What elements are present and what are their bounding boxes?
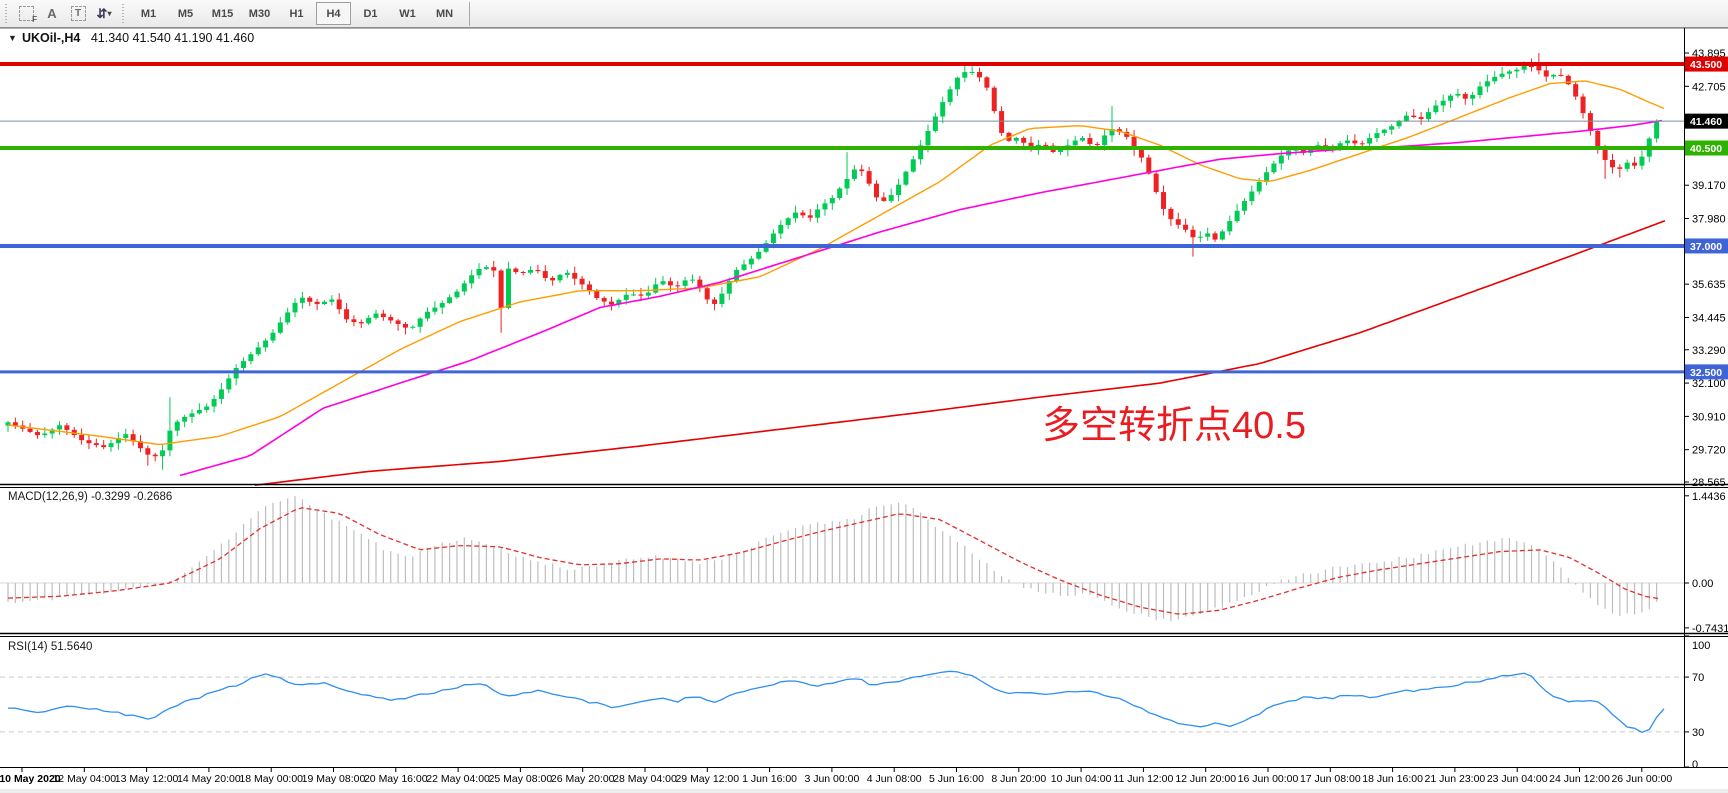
price-tick-label: 37.980 bbox=[1692, 214, 1726, 226]
rsi-axis-label: 30 bbox=[1692, 727, 1704, 739]
date-tick-label: 22 May 04:00 bbox=[426, 773, 490, 785]
date-tick-label: 12 Jun 20:00 bbox=[1175, 773, 1236, 785]
date-tick-label: 3 Jun 00:00 bbox=[804, 773, 859, 785]
price-badge-43.500 bbox=[1685, 56, 1728, 72]
price-tick-label: 34.445 bbox=[1692, 312, 1726, 324]
price-tick-label: 33.290 bbox=[1692, 345, 1726, 357]
date-tick-label: 26 Jun 00:00 bbox=[1611, 773, 1672, 785]
date-tick-label: 10 May 2020 bbox=[0, 773, 61, 785]
date-tick-label: 1 Jun 16:00 bbox=[742, 773, 797, 785]
macd-signal-line bbox=[7, 507, 1661, 615]
date-tick-label: 29 May 12:00 bbox=[675, 773, 739, 785]
date-tick-label: 12 May 04:00 bbox=[52, 773, 116, 785]
rsi-axis-label: 100 bbox=[1692, 640, 1710, 652]
toolbar-drag-grip[interactable] bbox=[3, 3, 10, 24]
date-tick-label: 13 May 12:00 bbox=[115, 773, 179, 785]
date-tick-label: 17 Jun 08:00 bbox=[1300, 773, 1361, 785]
price-tick-label: 30.910 bbox=[1692, 411, 1726, 423]
date-tick-label: 10 Jun 04:00 bbox=[1051, 773, 1112, 785]
chart-header: UKOil-,H4 41.340 41.540 41.190 41.460 bbox=[22, 31, 254, 45]
price-tick-label: 32.100 bbox=[1692, 378, 1726, 390]
date-tick-label: 19 May 08:00 bbox=[302, 773, 366, 785]
date-tick-label: 8 Jun 20:00 bbox=[991, 773, 1046, 785]
price-badge-41.460 bbox=[1685, 113, 1728, 129]
fractals-dashed-box-icon[interactable]: F bbox=[13, 3, 39, 25]
icon-letter: F bbox=[32, 14, 37, 24]
date-tick-label: 11 Jun 12:00 bbox=[1113, 773, 1173, 785]
price-tick-label: 29.720 bbox=[1692, 445, 1726, 457]
date-tick-label: 21 Jun 23:00 bbox=[1425, 773, 1486, 785]
date-tick-label: 20 May 16:00 bbox=[364, 773, 428, 785]
axes-layer: 43.89542.70539.17037.98035.63534.44533.2… bbox=[0, 27, 1728, 793]
date-tick-label: 25 May 08:00 bbox=[489, 773, 553, 785]
macd-axis-label: -0.7431 bbox=[1692, 623, 1728, 635]
date-tick-label: 5 Jun 16:00 bbox=[929, 773, 984, 785]
date-tick-label: 28 May 04:00 bbox=[613, 773, 677, 785]
symbol-period-label: UKOil-,H4 bbox=[22, 31, 80, 45]
timeframe-button-h4[interactable]: H4 bbox=[316, 2, 351, 25]
date-tick-label: 26 May 20:00 bbox=[551, 773, 615, 785]
price-badge-text: 43.500 bbox=[1690, 59, 1722, 71]
date-tick-label: 16 Jun 00:00 bbox=[1238, 773, 1299, 785]
price-badge-text: 40.500 bbox=[1690, 143, 1722, 155]
price-tick-label: 42.705 bbox=[1692, 81, 1726, 93]
collapse-triangle-icon[interactable]: ▼ bbox=[8, 33, 17, 43]
price-badge-text: 32.500 bbox=[1690, 367, 1722, 379]
dropdown-caret-icon[interactable]: ▾ bbox=[107, 9, 112, 18]
candles-layer bbox=[5, 53, 1660, 470]
price-badge-37.000 bbox=[1685, 238, 1728, 254]
timeframe-button-m30[interactable]: M30 bbox=[248, 7, 271, 20]
timeframe-button-w1[interactable]: W1 bbox=[399, 7, 416, 20]
toolbar-separator bbox=[469, 1, 470, 26]
timeframe-button-m15[interactable]: M15 bbox=[211, 7, 234, 20]
macd-panel bbox=[0, 496, 1684, 622]
macd-axis-label: 0.00 bbox=[1692, 578, 1713, 590]
date-tick-label: 14 May 20:00 bbox=[177, 773, 241, 785]
rsi-axis-label: 0 bbox=[1692, 759, 1698, 771]
text-label-icon[interactable]: T bbox=[65, 3, 91, 25]
date-tick-label: 18 Jun 16:00 bbox=[1362, 773, 1423, 785]
timeframe-button-mn[interactable]: MN bbox=[435, 7, 454, 20]
timeframe-button-h1[interactable]: H1 bbox=[289, 7, 304, 20]
timeframe-button-d1[interactable]: D1 bbox=[363, 7, 378, 20]
price-tick-label: 28.565 bbox=[1692, 477, 1726, 489]
arrows-tool-icon[interactable]: ⇵ ▾ bbox=[96, 5, 112, 21]
chinese-annotation-text: 多空转折点40.5 bbox=[1042, 405, 1306, 447]
rsi-panel bbox=[0, 670, 1684, 734]
dashed-box-shape bbox=[18, 6, 34, 21]
date-tick-label: 18 May 00:00 bbox=[239, 773, 303, 785]
macd-axis-label: 1.4436 bbox=[1692, 491, 1726, 503]
date-tick-label: 23 Jun 04:00 bbox=[1487, 773, 1548, 785]
price-badge-text: 41.460 bbox=[1690, 116, 1722, 128]
text-insert-icon[interactable]: A bbox=[47, 6, 57, 21]
ohlc-values: 41.340 41.540 41.190 41.460 bbox=[91, 31, 254, 45]
price-badge-32.500 bbox=[1685, 364, 1728, 380]
timeframe-button-m5[interactable]: M5 bbox=[177, 7, 194, 20]
timeframe-toolbar-grip[interactable] bbox=[120, 3, 127, 24]
macd-indicator-label: MACD(12,26,9) -0.3299 -0.2686 bbox=[8, 491, 172, 503]
rsi-line bbox=[7, 670, 1665, 734]
top-toolbar: F A T ⇵ ▾ M1 M5 M15 M30 H1 H4 D1 W1 MN bbox=[0, 0, 1728, 28]
price-tick-label: 39.170 bbox=[1692, 180, 1726, 192]
date-tick-label: 4 Jun 08:00 bbox=[867, 773, 922, 785]
rsi-indicator-label: RSI(14) 51.5640 bbox=[8, 641, 92, 653]
timeframe-button-group: M1 M5 M15 M30 H1 H4 D1 W1 MN bbox=[130, 2, 463, 25]
price-badge-40.500 bbox=[1685, 140, 1728, 156]
rsi-axis-label: 70 bbox=[1692, 672, 1704, 684]
main-price-panel bbox=[0, 53, 1684, 486]
timeframe-button-m1[interactable]: M1 bbox=[140, 7, 157, 20]
price-tick-label: 35.635 bbox=[1692, 279, 1726, 291]
price-badge-text: 37.000 bbox=[1690, 241, 1722, 253]
date-tick-label: 24 Jun 12:00 bbox=[1549, 773, 1610, 785]
